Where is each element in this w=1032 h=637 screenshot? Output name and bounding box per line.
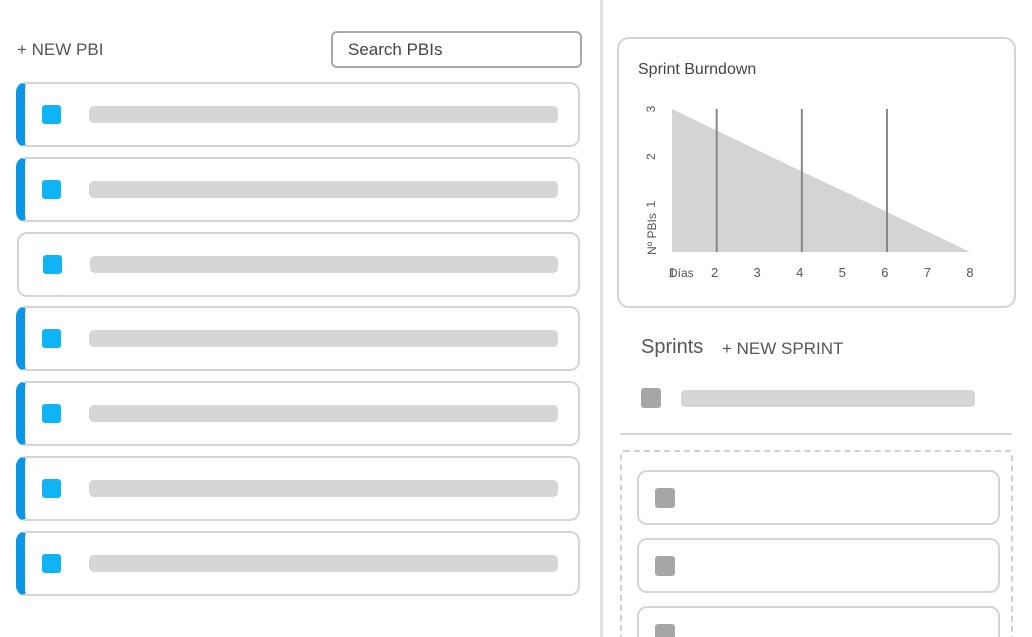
pbi-item[interactable] (16, 530, 580, 596)
sprint-pbi-card[interactable] (637, 606, 1000, 637)
x-tick-label: 4 (796, 265, 803, 280)
x-tick-label: 5 (839, 265, 846, 280)
pbi-checkbox[interactable] (42, 105, 61, 124)
chart-title: Sprint Burndown (638, 61, 757, 78)
y-tick-label: 1 (644, 201, 658, 208)
x-tick-label: 2 (711, 265, 718, 280)
pbi-checkbox[interactable] (43, 254, 62, 274)
pbi-title-placeholder (90, 255, 558, 273)
y-tick-label: 2 (644, 153, 658, 160)
burndown-card: Sprint Burndown 1 2 3 4 5 6 7 8 Días 1 2 3 Nº PBIs (617, 37, 1016, 308)
pbi-title-placeholder (89, 330, 558, 348)
burndown-area (672, 109, 970, 252)
pbi-item[interactable] (16, 82, 580, 147)
sprint-divider (620, 433, 1012, 435)
pane-divider[interactable] (600, 0, 603, 637)
pbi-title-placeholder (89, 405, 558, 423)
sprint-checkbox[interactable] (641, 388, 661, 408)
pbi-checkbox[interactable] (42, 179, 61, 199)
pbi-title-placeholder (89, 106, 558, 123)
sprint-pbi-card[interactable] (637, 538, 1000, 593)
new-sprint-button[interactable]: + NEW SPRINT (722, 339, 844, 358)
pbi-checkbox[interactable] (42, 404, 61, 424)
pbi-item[interactable] (16, 306, 580, 372)
sprint-pane: Sprint Burndown 1 2 3 4 5 6 7 8 Días 1 2 3 Nº PBIs S… (603, 0, 1032, 637)
x-tick-label: 7 (924, 265, 931, 280)
sprint-pbi-checkbox[interactable] (655, 556, 675, 576)
sprints-heading: Sprints (641, 336, 704, 358)
pbi-checkbox[interactable] (42, 478, 61, 498)
y-tick-label: 3 (644, 105, 658, 112)
pbi-item[interactable] (17, 231, 580, 297)
x-tick-label: 6 (881, 265, 888, 280)
sprint-title-placeholder (681, 390, 975, 407)
x-axis-label: Días (669, 266, 694, 280)
x-tick-label: 1 (668, 265, 675, 280)
y-axis-label: Nº PBIs (645, 213, 659, 255)
search-pbis-input[interactable] (331, 31, 582, 68)
sprint-item[interactable] (641, 386, 976, 410)
pbi-checkbox[interactable] (42, 329, 61, 349)
sprint-pbi-card[interactable] (637, 470, 1000, 525)
drop-zone[interactable] (620, 450, 1013, 637)
pbi-checkbox[interactable] (42, 553, 61, 573)
new-pbi-button[interactable]: + NEW PBI (17, 40, 104, 59)
x-tick-label: 8 (966, 265, 973, 280)
pbi-title-placeholder (89, 554, 558, 572)
pbi-title-placeholder (89, 180, 558, 198)
x-tick-label: 3 (754, 265, 761, 280)
sprint-pbi-checkbox[interactable] (655, 624, 675, 637)
backlog-pane: + NEW PBI (16, 31, 582, 606)
pbi-item[interactable] (16, 455, 580, 521)
pbi-list (16, 82, 580, 606)
sprint-pbi-checkbox[interactable] (655, 488, 675, 508)
pbi-item[interactable] (16, 381, 580, 447)
pbi-item[interactable] (16, 156, 580, 222)
pbi-title-placeholder (89, 479, 558, 497)
